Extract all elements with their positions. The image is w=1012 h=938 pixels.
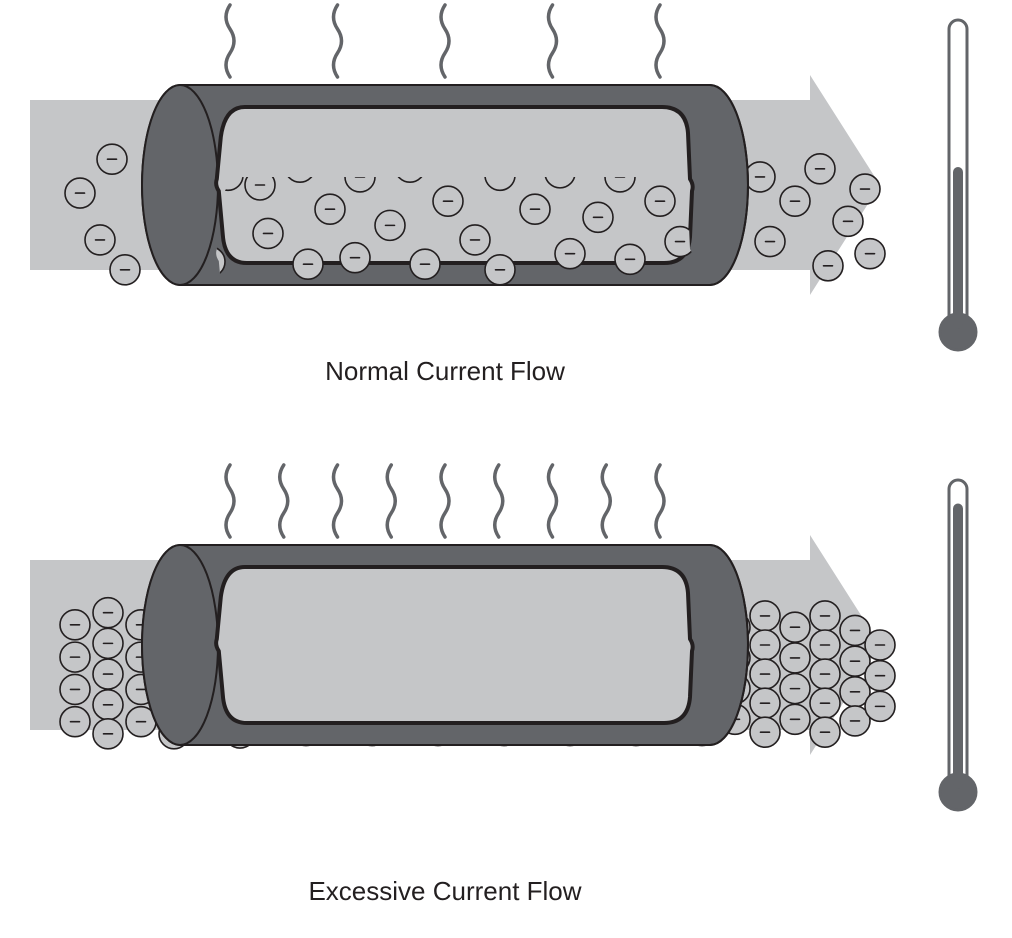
tube-window bbox=[216, 567, 693, 723]
tube-left-rim bbox=[142, 545, 218, 745]
diagram-root: Normal Current Flow Excessive Current Flo… bbox=[0, 0, 1012, 938]
label-top: Normal Current Flow bbox=[325, 356, 565, 386]
label-bottom: Excessive Current Flow bbox=[308, 876, 581, 906]
tube-left-rim bbox=[142, 85, 218, 285]
